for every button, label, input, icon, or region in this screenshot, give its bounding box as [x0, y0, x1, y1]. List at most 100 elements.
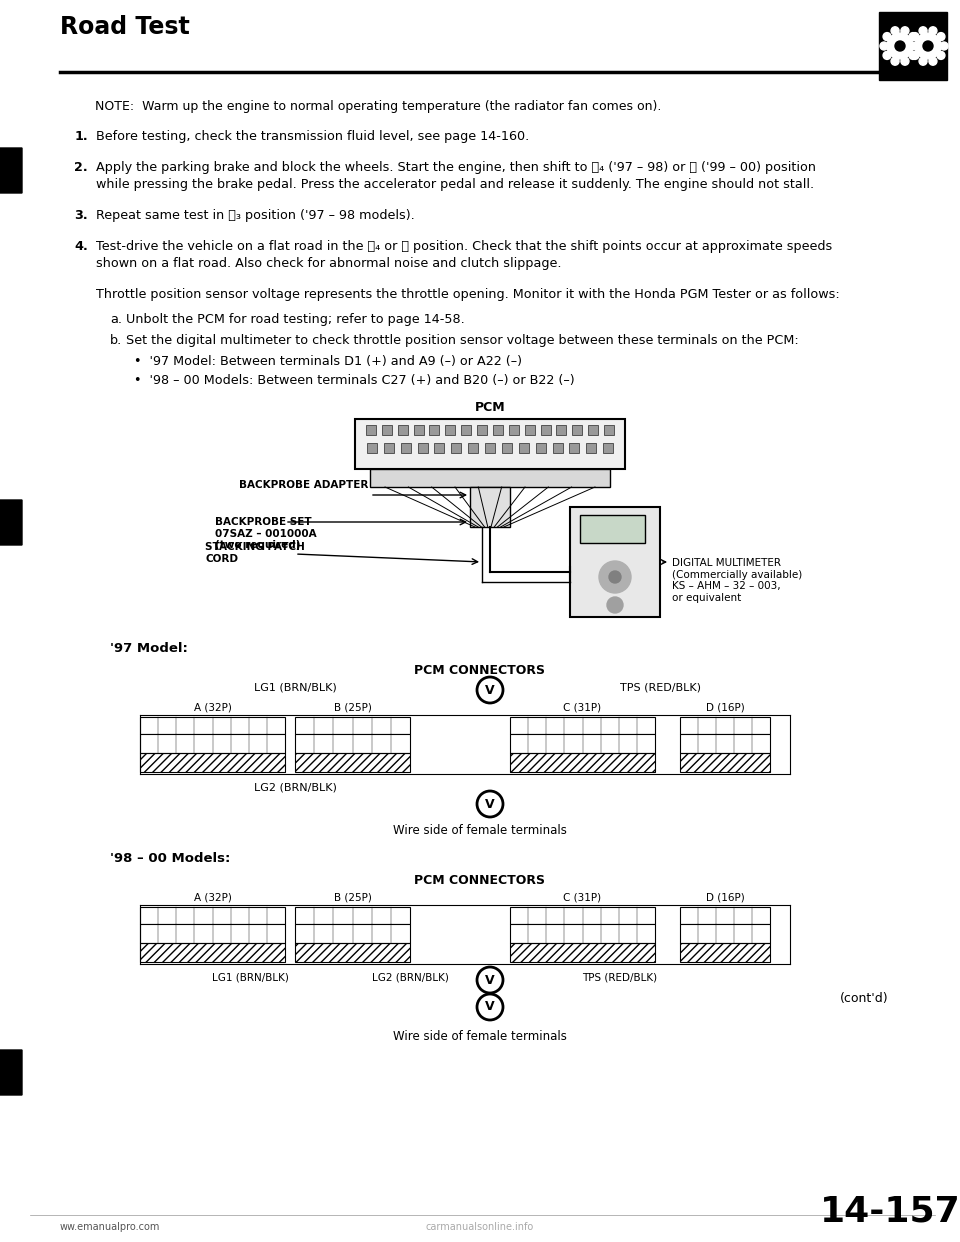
Text: b.: b.	[110, 334, 122, 347]
Bar	[366, 425, 376, 435]
Bar	[370, 469, 610, 487]
Bar	[477, 425, 487, 435]
Bar	[680, 717, 770, 734]
Bar	[470, 487, 510, 527]
Circle shape	[929, 27, 937, 35]
Text: A (32P): A (32P)	[194, 892, 231, 902]
Bar	[604, 425, 614, 435]
Text: carmanualsonline.info: carmanualsonline.info	[426, 1222, 534, 1232]
Text: Before testing, check the transmission fluid level, see page 14-160.: Before testing, check the transmission f…	[96, 130, 529, 143]
Bar	[518, 443, 529, 453]
Bar	[140, 717, 285, 734]
Circle shape	[891, 27, 900, 35]
Text: LG2 (BRN/BLK): LG2 (BRN/BLK)	[372, 972, 448, 982]
Text: PCM CONNECTORS: PCM CONNECTORS	[415, 664, 545, 677]
Text: Unbolt the PCM for road testing; refer to page 14-58.: Unbolt the PCM for road testing; refer t…	[126, 313, 465, 325]
Text: A (32P): A (32P)	[194, 702, 231, 712]
Text: PCM: PCM	[474, 401, 505, 414]
Text: V: V	[485, 1001, 494, 1013]
Text: STACKING PATCH
CORD: STACKING PATCH CORD	[205, 542, 305, 564]
Bar	[525, 425, 535, 435]
Bar	[680, 907, 770, 924]
Circle shape	[937, 32, 945, 41]
Text: C (31P): C (31P)	[564, 702, 602, 712]
Circle shape	[912, 42, 920, 50]
Circle shape	[915, 34, 941, 60]
Text: a.: a.	[110, 313, 122, 325]
Text: 1.: 1.	[74, 130, 88, 143]
Bar	[557, 425, 566, 435]
Bar	[295, 734, 410, 753]
Bar	[509, 425, 518, 435]
Bar	[510, 734, 655, 753]
Bar	[140, 734, 285, 753]
Text: B (25P): B (25P)	[333, 892, 372, 902]
Polygon shape	[0, 148, 22, 193]
Circle shape	[940, 42, 948, 50]
Text: NOTE:  Warm up the engine to normal operating temperature (the radiator fan come: NOTE: Warm up the engine to normal opera…	[95, 101, 661, 113]
Bar	[553, 443, 563, 453]
Bar	[295, 924, 410, 943]
Polygon shape	[0, 1049, 22, 1095]
Circle shape	[911, 51, 919, 60]
Bar	[140, 753, 285, 773]
Text: LG1 (BRN/BLK): LG1 (BRN/BLK)	[211, 972, 288, 982]
Bar	[461, 425, 471, 435]
Bar	[429, 425, 440, 435]
Text: DIGITAL MULTIMETER
(Commercially available)
KS – AHM – 32 – 003,
or equivalent: DIGITAL MULTIMETER (Commercially availab…	[672, 558, 803, 602]
Text: Throttle position sensor voltage represents the throttle opening. Monitor it wit: Throttle position sensor voltage represe…	[96, 288, 840, 301]
Text: Repeat same test in ⓓ₃ position ('97 – 98 models).: Repeat same test in ⓓ₃ position ('97 – 9…	[96, 209, 415, 222]
Circle shape	[909, 32, 917, 41]
Text: (cont'd): (cont'd)	[840, 992, 889, 1005]
Circle shape	[919, 57, 927, 66]
Bar	[540, 425, 551, 435]
Bar	[510, 717, 655, 734]
Text: TPS (RED/BLK): TPS (RED/BLK)	[619, 682, 701, 692]
Circle shape	[609, 571, 621, 582]
Circle shape	[607, 597, 623, 614]
Bar	[434, 443, 444, 453]
Bar	[445, 425, 455, 435]
Bar	[680, 943, 770, 963]
Bar	[295, 907, 410, 924]
Bar	[572, 425, 583, 435]
Text: 3.: 3.	[74, 209, 88, 222]
Bar	[414, 425, 423, 435]
Text: Wire side of female terminals: Wire side of female terminals	[393, 1030, 567, 1043]
Bar	[384, 443, 394, 453]
Bar	[510, 924, 655, 943]
Circle shape	[599, 561, 631, 592]
Text: Road Test: Road Test	[60, 15, 190, 39]
Circle shape	[895, 41, 905, 51]
Polygon shape	[0, 501, 22, 545]
Text: ww.emanualpro.com: ww.emanualpro.com	[60, 1222, 160, 1232]
Text: '98 – 00 Models:: '98 – 00 Models:	[110, 852, 230, 864]
Bar	[510, 907, 655, 924]
Text: B (25P): B (25P)	[333, 702, 372, 712]
Circle shape	[909, 51, 917, 60]
Bar	[140, 924, 285, 943]
Text: 14-157: 14-157	[820, 1195, 960, 1230]
Bar	[295, 753, 410, 773]
Circle shape	[908, 42, 916, 50]
Bar	[603, 443, 613, 453]
Bar	[587, 443, 596, 453]
Text: D (16P): D (16P)	[706, 892, 744, 902]
Text: shown on a flat road. Also check for abnormal noise and clutch slippage.: shown on a flat road. Also check for abn…	[96, 257, 562, 270]
Bar	[468, 443, 478, 453]
Bar	[295, 943, 410, 963]
Text: •  '97 Model: Between terminals D1 (+) and A9 (–) or A22 (–): • '97 Model: Between terminals D1 (+) an…	[134, 355, 522, 368]
Circle shape	[919, 27, 927, 35]
Bar	[569, 443, 580, 453]
Text: '97 Model:: '97 Model:	[110, 642, 188, 655]
Bar	[140, 907, 285, 924]
Circle shape	[891, 57, 900, 66]
Bar	[397, 425, 408, 435]
Text: V: V	[485, 683, 494, 697]
Text: C (31P): C (31P)	[564, 892, 602, 902]
Text: Test-drive the vehicle on a flat road in the ⓓ₄ or ⓓ position. Check that the sh: Test-drive the vehicle on a flat road in…	[96, 240, 832, 253]
Text: Apply the parking brake and block the wheels. Start the engine, then shift to ⓓ₄: Apply the parking brake and block the wh…	[96, 161, 816, 174]
Circle shape	[887, 34, 913, 60]
Text: 2.: 2.	[74, 161, 88, 174]
Bar	[451, 443, 461, 453]
